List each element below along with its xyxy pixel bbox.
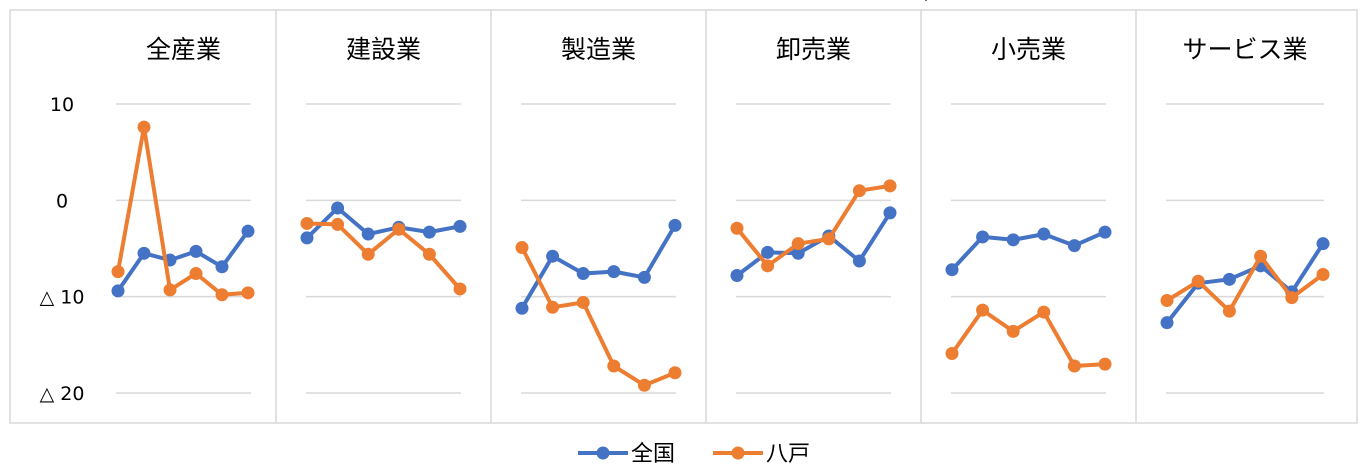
data-point <box>852 254 866 268</box>
data-point <box>1098 357 1112 371</box>
data-point <box>576 267 590 281</box>
panel-6: サービス業 <box>1135 10 1330 423</box>
y-tick-label: △ 10 <box>40 287 85 309</box>
data-point <box>1160 316 1174 330</box>
panel-5: 小売業 <box>920 10 1112 423</box>
data-point <box>607 359 621 373</box>
data-point <box>1098 225 1112 239</box>
data-point <box>137 246 151 260</box>
panel-title: 製造業 <box>561 35 636 64</box>
data-point <box>1037 305 1051 319</box>
series-line-全国 <box>950 230 1107 272</box>
plot-frame <box>9 9 1358 424</box>
series-line-八戸 <box>735 183 892 268</box>
data-point <box>546 249 560 263</box>
data-point <box>637 378 651 392</box>
data-point <box>1316 268 1330 282</box>
data-point <box>422 225 436 239</box>
data-point <box>883 206 897 220</box>
data-point <box>300 231 314 245</box>
data-point <box>392 222 406 236</box>
data-point <box>422 247 436 261</box>
series-line-全国 <box>1165 241 1325 325</box>
data-point <box>515 301 529 315</box>
panel-title: 小売業 <box>991 35 1066 64</box>
data-point <box>976 230 990 244</box>
data-point <box>300 216 314 230</box>
data-point <box>1222 304 1236 318</box>
data-point <box>976 303 990 317</box>
y-tick-label: △ 20 <box>40 383 85 405</box>
data-point <box>189 267 203 281</box>
data-point <box>1191 274 1205 288</box>
data-point <box>1067 359 1081 373</box>
series-line-八戸 <box>116 125 250 297</box>
data-point <box>215 288 229 302</box>
data-point <box>361 247 375 261</box>
data-point <box>791 246 805 260</box>
panel-title: 建設業 <box>346 35 421 64</box>
data-point <box>1316 237 1330 251</box>
legend-marker <box>596 446 610 460</box>
data-point <box>791 237 805 251</box>
data-point <box>1006 233 1020 247</box>
data-point <box>607 265 621 279</box>
panel-2: 建設業 <box>275 10 467 423</box>
data-point <box>883 179 897 193</box>
data-point <box>1222 272 1236 286</box>
y-tick-label: 10 <box>50 94 74 116</box>
panel-1: 全産業 <box>111 35 255 394</box>
data-point <box>852 184 866 198</box>
data-point <box>163 283 177 297</box>
panel-4: 卸売業 <box>705 10 897 423</box>
panel-title: 全産業 <box>146 35 221 64</box>
series-line-八戸 <box>950 308 1107 368</box>
panel-3: 製造業 <box>490 10 682 423</box>
data-point <box>576 295 590 309</box>
legend-entry: 全国 <box>631 442 675 467</box>
data-point <box>137 120 151 134</box>
data-point <box>637 270 651 284</box>
series-line-八戸 <box>1165 254 1325 314</box>
header-note: ( <box>921 0 928 3</box>
data-point <box>1006 324 1020 338</box>
data-point <box>515 241 529 255</box>
data-point <box>945 347 959 361</box>
data-point <box>331 201 345 215</box>
data-point <box>822 232 836 246</box>
panel-title: 卸売業 <box>776 35 851 64</box>
data-point <box>111 265 125 279</box>
data-point <box>761 245 775 259</box>
data-point <box>730 268 744 282</box>
data-point <box>668 366 682 380</box>
data-point <box>453 219 467 233</box>
data-point <box>453 282 467 296</box>
y-tick-label: 0 <box>56 190 68 212</box>
data-point <box>730 221 744 235</box>
legend-marker <box>731 446 745 460</box>
data-point <box>668 218 682 232</box>
data-point <box>1254 249 1268 263</box>
data-point <box>761 259 775 273</box>
data-point <box>241 224 255 238</box>
series-line-八戸 <box>305 221 462 291</box>
data-point <box>361 227 375 241</box>
data-point <box>189 244 203 258</box>
data-point <box>1067 239 1081 253</box>
data-point <box>1037 227 1051 241</box>
data-point <box>546 300 560 314</box>
data-point <box>945 263 959 277</box>
panel-title: サービス業 <box>1182 35 1307 64</box>
series-line-全国 <box>735 210 892 278</box>
data-point <box>111 284 125 298</box>
data-point <box>241 286 255 300</box>
data-point <box>1285 291 1299 305</box>
data-point <box>331 217 345 231</box>
data-point <box>215 260 229 274</box>
legend-entry: 八戸 <box>766 442 810 467</box>
data-point <box>1160 294 1174 308</box>
series-line-全国 <box>520 223 677 311</box>
series-line-全国 <box>116 229 250 293</box>
